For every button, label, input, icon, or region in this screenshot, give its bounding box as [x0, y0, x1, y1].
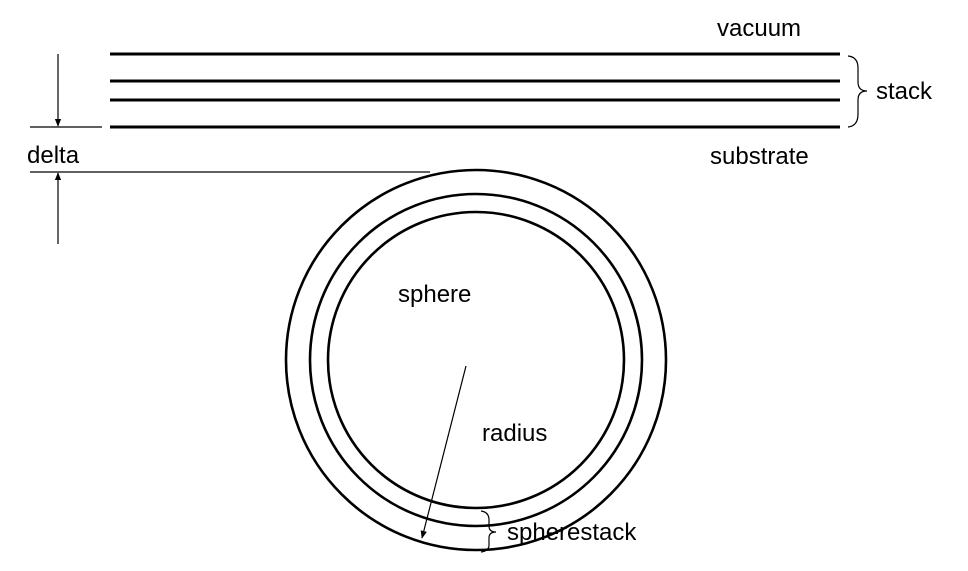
radius-arrow: [420, 365, 467, 539]
spherestack-brace: [480, 510, 497, 553]
sphere-middle-shell: [308, 192, 644, 528]
substrate-label: substrate: [710, 143, 809, 170]
stack-brace: [847, 55, 868, 128]
delta-dimension: [30, 54, 430, 244]
sphere-core-boundary: [326, 210, 626, 510]
stack-label: stack: [876, 78, 933, 105]
vacuum-label: vacuum: [717, 15, 801, 42]
spherestack-label: spherestack: [507, 519, 637, 546]
stack-layers: [110, 52, 840, 129]
sphere-label: sphere: [398, 281, 471, 308]
sphere: [284, 168, 668, 552]
delta-label: delta: [27, 142, 80, 169]
radius-label: radius: [482, 420, 547, 447]
sphere-outer-shell: [284, 168, 668, 552]
